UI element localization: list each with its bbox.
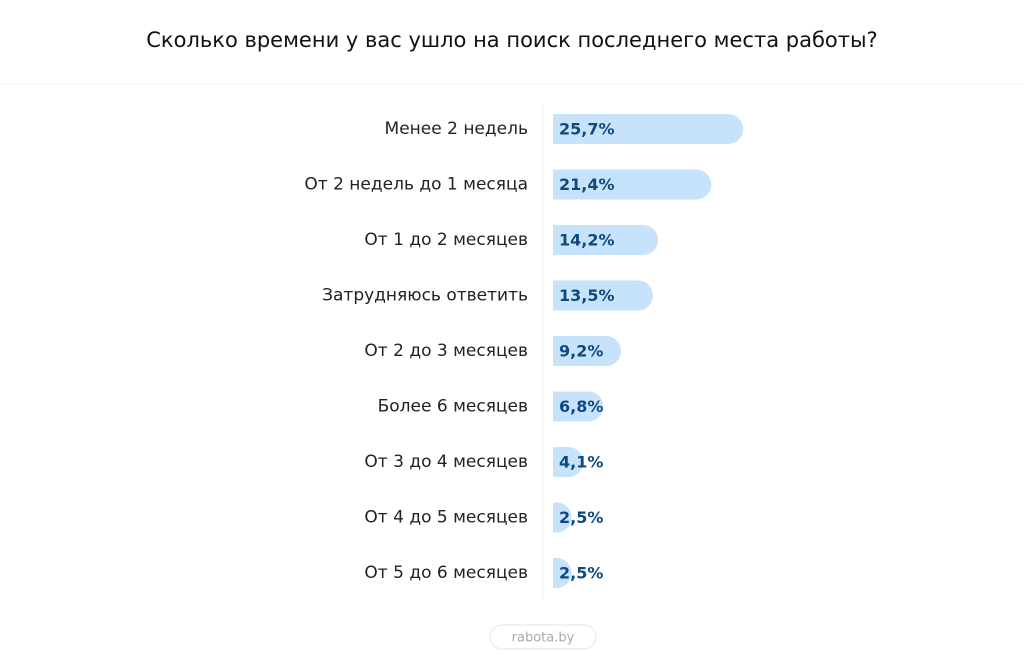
bar: [553, 169, 712, 200]
source: rabota.by: [512, 631, 575, 646]
value-label: 25,7%: [559, 120, 615, 139]
category-label: От 2 недель до 1 месяца: [304, 175, 528, 195]
value-label: 2,5%: [559, 564, 603, 583]
bar: [553, 114, 744, 144]
value-label: 13,5%: [559, 286, 615, 305]
bar: [553, 558, 572, 588]
value-label: 4,1%: [559, 453, 603, 472]
value-label: 2,5%: [559, 508, 603, 527]
category-label: От 2 до 3 месяцев: [364, 341, 528, 361]
category-label: От 1 до 2 месяцев: [364, 230, 528, 250]
category-label: Затрудняюсь ответить: [322, 286, 528, 306]
bar: [553, 225, 659, 255]
category-label: От 5 до 6 месяцев: [364, 563, 528, 583]
value-label: 9,2%: [559, 342, 603, 361]
category-label: От 3 до 4 месяцев: [364, 452, 528, 472]
bar: [553, 502, 572, 533]
source-badge: [489, 624, 597, 650]
value-label: 14,2%: [559, 231, 615, 250]
bar: [553, 447, 584, 477]
category-label: От 4 до 5 месяцев: [364, 508, 528, 528]
bar: [553, 280, 653, 311]
category-label: Менее 2 недель: [385, 119, 528, 139]
value-label: 6,8%: [559, 397, 603, 416]
bar: [553, 391, 604, 422]
category-label: Более 6 месяцев: [378, 397, 528, 417]
chart-title: Сколько времени у вас ушло на поиск посл…: [146, 28, 877, 52]
value-label: 21,4%: [559, 175, 615, 194]
bar: [553, 336, 622, 366]
